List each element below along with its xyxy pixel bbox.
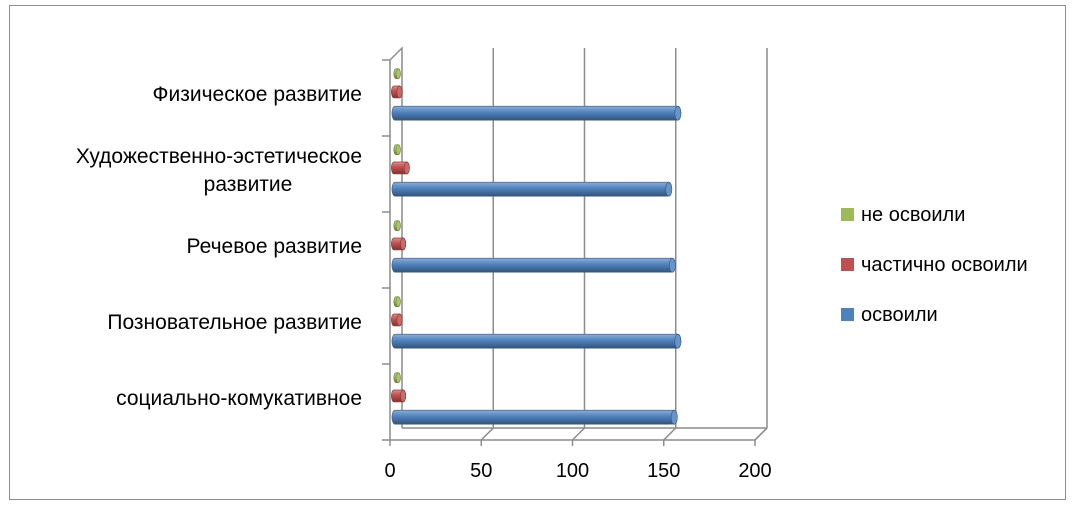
x-tick-label: 100 <box>556 460 589 482</box>
bar-osvoili-cap <box>674 105 682 121</box>
bar-osvoili-cap <box>670 409 678 425</box>
gridline-floor <box>480 427 494 441</box>
legend-swatch <box>841 258 854 271</box>
x-tick-label: 50 <box>470 460 492 482</box>
bar-ne-osvoili-cap <box>395 68 401 79</box>
bar-osvoili <box>391 105 682 121</box>
x-tick-label: 200 <box>738 460 771 482</box>
bar-osvoili <box>391 181 673 197</box>
legend-label: освоили <box>861 304 938 326</box>
bar-chastichno-cap <box>396 313 403 327</box>
bar-ne-osvoili-cap <box>395 372 401 383</box>
bar-osvoili-cap <box>669 257 676 273</box>
category-label: развитие <box>204 173 293 196</box>
bar-ne-osvoili-cap <box>395 296 401 307</box>
bar-osvoili <box>391 333 682 349</box>
category-label: Физическое развитие <box>153 83 362 106</box>
x-tick-label: 0 <box>384 460 395 482</box>
bar-chastichno-cap <box>396 85 403 99</box>
category-label: Позновательное развитие <box>107 311 362 334</box>
x-tick-label: 150 <box>647 460 680 482</box>
gridline-floor <box>571 427 586 441</box>
category-label: Речевое развитие <box>187 235 362 258</box>
chart-frame <box>9 5 1066 500</box>
legend-swatch <box>841 208 854 221</box>
bar-osvoili <box>391 409 678 425</box>
bar-ne-osvoili-cap <box>395 144 401 155</box>
bar-ne-osvoili-cap <box>395 220 401 231</box>
gridline-floor <box>754 427 768 441</box>
bar-chastichno-cap <box>400 389 407 403</box>
legend-label: не освоили <box>861 204 965 226</box>
legend-swatch <box>841 308 854 321</box>
category-label: Художественно-эстетическое <box>76 145 362 168</box>
legend-label: частично освоили <box>861 254 1028 276</box>
bar-osvoili <box>391 257 676 273</box>
bar-chastichno-cap <box>400 237 407 251</box>
bar-osvoili-cap <box>674 333 682 349</box>
gridline-floor <box>663 427 677 441</box>
bar-osvoili-cap <box>665 181 673 197</box>
bar-chastichno-cap <box>403 161 410 175</box>
category-label: социально-комукативное <box>116 387 362 410</box>
